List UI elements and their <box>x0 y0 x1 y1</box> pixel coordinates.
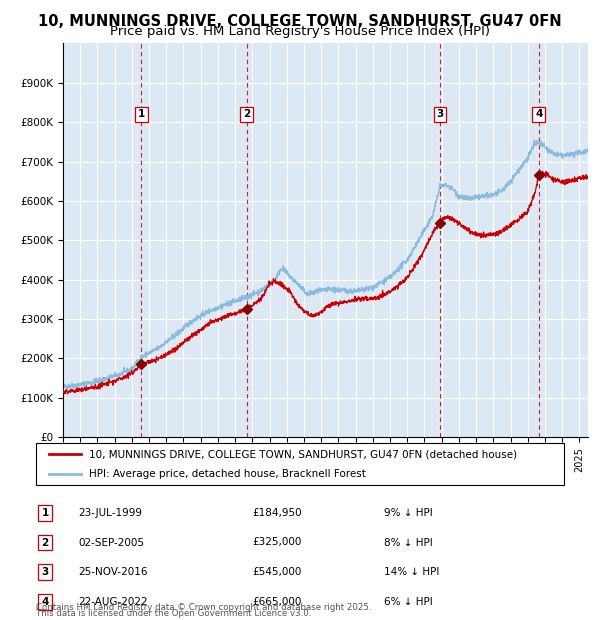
Text: £184,950: £184,950 <box>252 508 302 518</box>
Text: 6% ↓ HPI: 6% ↓ HPI <box>384 597 433 607</box>
Text: Contains HM Land Registry data © Crown copyright and database right 2025.: Contains HM Land Registry data © Crown c… <box>36 603 371 612</box>
Text: 2: 2 <box>41 538 49 547</box>
Text: 4: 4 <box>535 109 542 119</box>
Text: 10, MUNNINGS DRIVE, COLLEGE TOWN, SANDHURST, GU47 0FN: 10, MUNNINGS DRIVE, COLLEGE TOWN, SANDHU… <box>38 14 562 29</box>
Text: £325,000: £325,000 <box>252 538 301 547</box>
Text: This data is licensed under the Open Government Licence v3.0.: This data is licensed under the Open Gov… <box>36 608 311 618</box>
Text: 8% ↓ HPI: 8% ↓ HPI <box>384 538 433 547</box>
Text: Price paid vs. HM Land Registry's House Price Index (HPI): Price paid vs. HM Land Registry's House … <box>110 25 490 38</box>
Text: HPI: Average price, detached house, Bracknell Forest: HPI: Average price, detached house, Brac… <box>89 469 365 479</box>
Text: 23-JUL-1999: 23-JUL-1999 <box>78 508 142 518</box>
Text: 3: 3 <box>436 109 443 119</box>
Text: 4: 4 <box>41 597 49 607</box>
Text: 1: 1 <box>41 508 49 518</box>
Text: 10, MUNNINGS DRIVE, COLLEGE TOWN, SANDHURST, GU47 0FN (detached house): 10, MUNNINGS DRIVE, COLLEGE TOWN, SANDHU… <box>89 449 517 459</box>
FancyBboxPatch shape <box>36 443 564 485</box>
Text: £545,000: £545,000 <box>252 567 301 577</box>
Text: 1: 1 <box>137 109 145 119</box>
Text: 22-AUG-2022: 22-AUG-2022 <box>78 597 148 607</box>
Text: 25-NOV-2016: 25-NOV-2016 <box>78 567 148 577</box>
Text: 02-SEP-2005: 02-SEP-2005 <box>78 538 144 547</box>
Text: 3: 3 <box>41 567 49 577</box>
Text: 14% ↓ HPI: 14% ↓ HPI <box>384 567 439 577</box>
Text: £665,000: £665,000 <box>252 597 301 607</box>
Text: 2: 2 <box>243 109 250 119</box>
Text: 9% ↓ HPI: 9% ↓ HPI <box>384 508 433 518</box>
